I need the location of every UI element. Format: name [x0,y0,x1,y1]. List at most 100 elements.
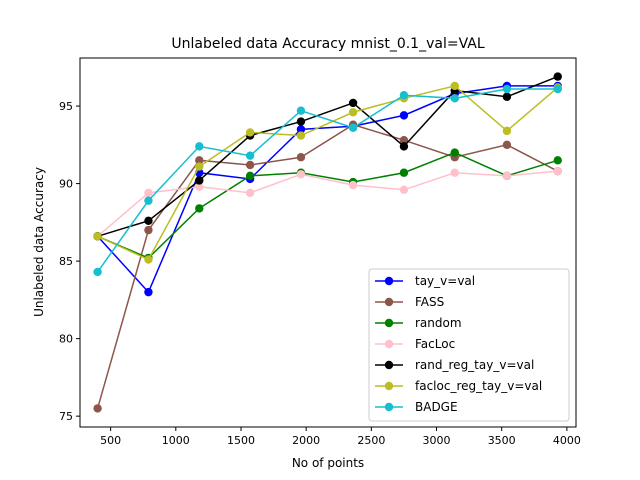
legend-label: facloc_reg_tay_v=val [415,379,542,393]
y-tick-label: 85 [59,255,73,268]
y-tick-label: 80 [59,333,73,346]
legend: tay_v=val FASS random FacLoc rand_reg_tay_v=… [368,268,570,422]
data-point [195,182,204,191]
legend-label: random [415,316,462,330]
data-point [245,128,255,137]
series-tay_v=val [93,81,562,297]
data-point [195,204,204,213]
x-tick-label: 1000 [162,434,190,447]
legend-item: rand_reg_tay_v=val [375,358,534,372]
data-point [553,166,562,176]
data-point [296,131,306,140]
data-point [195,162,204,171]
data-point [195,142,204,151]
data-point [348,180,358,190]
legend-swatch-marker [384,339,394,349]
x-tick-label: 3500 [488,434,516,447]
legend-item: FASS [375,295,444,309]
data-point [93,232,102,241]
data-point [399,91,409,100]
data-point [144,255,153,264]
legend-swatch-marker [384,276,394,286]
data-point [296,106,306,115]
data-point [450,81,459,91]
data-point [553,156,562,165]
data-point [296,170,306,179]
data-point [399,142,409,151]
series-line [96,123,559,409]
legend-item: random [375,316,462,330]
data-point [553,84,562,94]
data-point [93,404,102,413]
data-point [450,94,459,103]
data-point [296,153,306,162]
data-point [93,267,102,277]
y-tick-label: 90 [59,178,73,191]
x-tick-label: 2000 [292,434,320,447]
legend-box [368,268,570,422]
data-point [502,126,512,136]
x-tick-label: 1500 [227,434,255,447]
data-point [245,160,255,170]
series-FacLoc [93,166,562,241]
data-point [553,72,562,81]
legend-label: FacLoc [415,337,455,351]
data-point [450,148,459,157]
legend-item: tay_v=val [375,274,475,288]
data-point [502,84,512,94]
data-point [348,98,358,108]
x-tick-label: 2500 [357,434,385,447]
x-axis-label: No of points [292,456,364,470]
legend-swatch-marker [384,360,394,370]
data-point [245,188,255,198]
data-point [245,151,255,160]
series-random [93,148,562,263]
data-point [144,188,153,198]
legend-item: BADGE [375,400,458,414]
data-point [502,92,512,101]
legend-item: facloc_reg_tay_v=val [375,379,542,393]
legend-swatch-marker [384,297,394,307]
series-line [97,85,558,294]
data-point [144,216,153,225]
data-point [348,108,358,117]
x-tick-label: 3000 [423,434,451,447]
series-line [97,151,558,259]
chart-title: Unlabeled data Accuracy mnist_0.1_val=VA… [171,36,484,52]
legend-label: FASS [415,295,444,309]
series-BADGE [93,84,562,277]
legend-label: BADGE [415,400,458,414]
data-point [296,125,306,134]
legend-swatch-marker [384,318,394,328]
data-point [245,171,255,181]
x-tick-label: 500 [100,434,121,447]
data-point [399,185,409,194]
legend-item: FacLoc [375,337,455,351]
legend-swatch-marker [384,381,394,391]
data-point [450,168,459,177]
series-line [97,75,559,238]
series-rand_reg_tay_v=val [93,72,562,241]
data-point [195,176,204,185]
data-point [296,117,306,126]
series-line [97,85,559,261]
data-point [348,123,358,132]
y-tick-label: 95 [59,100,73,113]
data-point [144,196,153,205]
data-point [399,135,409,145]
y-tick-label: 75 [59,410,73,423]
data-point [144,287,153,297]
plot-frame [79,57,577,428]
legend-swatch-marker [384,402,394,412]
data-point [502,140,512,150]
x-tick-label: 4000 [553,434,581,447]
y-axis-label: Unlabeled data Accuracy [32,167,46,317]
data-point [144,225,153,235]
data-point [399,168,409,177]
data-point [399,111,409,120]
series-facloc_reg_tay_v=val [93,81,562,264]
legend-label: rand_reg_tay_v=val [415,358,534,372]
data-point [502,171,512,181]
data-point [195,156,204,165]
